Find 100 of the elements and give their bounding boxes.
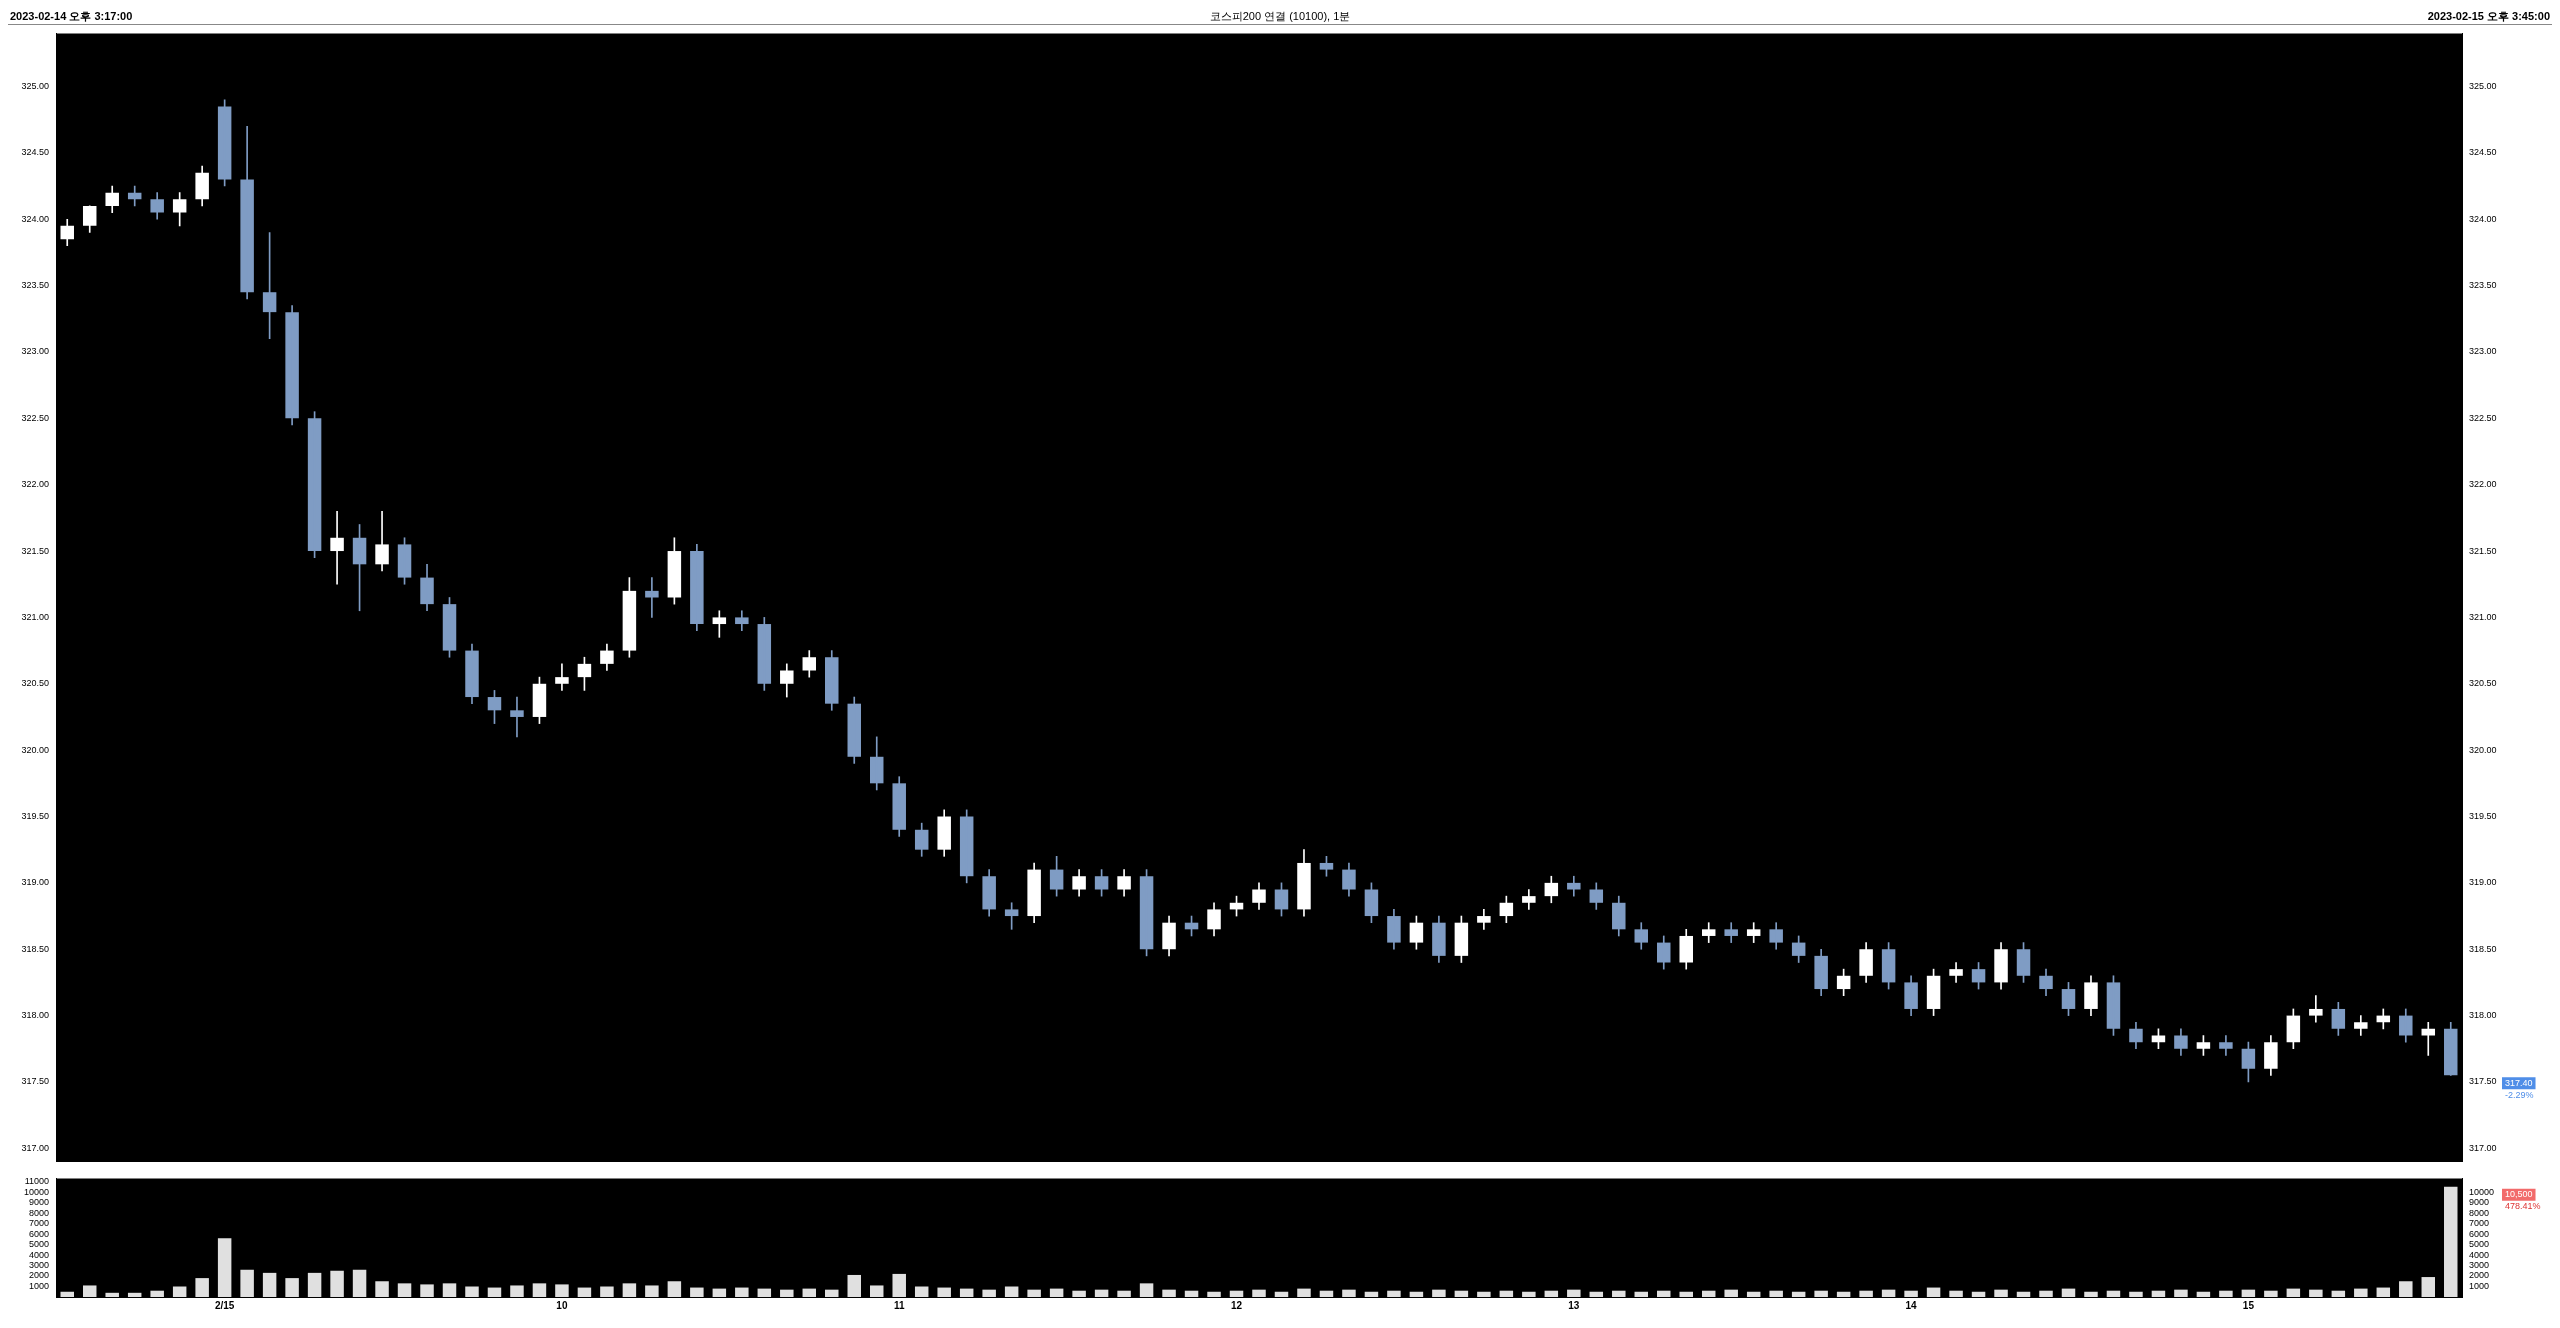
candlestick <box>1522 889 1536 910</box>
candlestick <box>2219 1035 2233 1056</box>
y-tick-label: 317.50 <box>21 1076 49 1087</box>
bar <box>1971 1291 1986 1297</box>
y-tick-label: 322.00 <box>21 479 49 490</box>
bar <box>532 1283 547 1297</box>
candlestick <box>1904 975 1918 1016</box>
text: 2023-02-14 오후 3:17:00 <box>10 9 133 24</box>
candlestick <box>1769 922 1783 950</box>
y-tick-label: 5000 <box>28 1239 49 1250</box>
bar <box>1342 1289 1356 1297</box>
bar <box>1117 1290 1131 1297</box>
bar <box>1567 1289 1581 1297</box>
bar <box>2309 1289 2323 1297</box>
bar <box>1049 1288 1064 1297</box>
bar <box>240 1269 254 1297</box>
bar <box>1746 1291 1761 1297</box>
y2-tick-label: 319.00 <box>2469 877 2497 888</box>
candlestick <box>1724 922 1738 943</box>
y-tick-label: 9000 <box>28 1197 49 1208</box>
bar <box>330 1270 344 1297</box>
bar <box>2421 1277 2436 1297</box>
x-tick-label: 10 <box>556 1299 568 1311</box>
bar <box>1589 1291 1604 1297</box>
bar <box>1499 1290 1514 1297</box>
y-tick-label: 6000 <box>28 1228 49 1239</box>
bar <box>2399 1281 2413 1297</box>
y-tick-label: 11000 <box>24 1176 49 1187</box>
y-tick-label: 324.00 <box>21 213 49 224</box>
y2-tick-label: 321.00 <box>2469 611 2497 622</box>
y2-tick-label: 323.00 <box>2469 346 2497 357</box>
bar <box>1162 1289 1176 1297</box>
y2-tick-label: 6000 <box>2469 1228 2490 1239</box>
bar <box>82 1285 97 1297</box>
y-tick-label: 317.00 <box>21 1142 49 1153</box>
bar <box>1139 1283 1154 1297</box>
bar <box>352 1269 367 1297</box>
bar <box>1657 1290 1671 1297</box>
bar <box>1454 1290 1469 1297</box>
candlestick <box>555 663 569 691</box>
y2-tick-label: 320.50 <box>2469 678 2497 689</box>
y-tick-label: 321.00 <box>21 611 49 622</box>
y-tick-label: 324.50 <box>21 147 49 158</box>
bar <box>1769 1290 1783 1297</box>
candlestick <box>735 610 749 632</box>
bar <box>127 1292 142 1297</box>
bar <box>1949 1290 1963 1297</box>
bar <box>1297 1288 1311 1297</box>
text: 2023-02-15 오후 3:45:00 <box>2427 9 2550 24</box>
bar <box>2084 1291 2098 1297</box>
y-tick-label: 319.00 <box>21 877 49 888</box>
y2-tick-label: 1000 <box>2469 1280 2490 1291</box>
candlestick <box>1387 909 1401 950</box>
bar <box>2174 1289 2188 1297</box>
bar <box>2196 1291 2211 1297</box>
bar <box>1612 1290 1626 1297</box>
y-tick-label: 8000 <box>28 1207 49 1218</box>
bar <box>1004 1286 1019 1297</box>
chart-title: 코스피200 연결 (10100), 1분 <box>1209 10 1351 22</box>
bar <box>982 1289 996 1297</box>
text: 10,500 <box>2505 1189 2533 1200</box>
candlestick <box>150 192 164 220</box>
bar <box>2331 1290 2346 1297</box>
bar <box>2286 1288 2301 1297</box>
y2-tick-label: 10000 <box>2469 1186 2495 1197</box>
y2-tick-label: 2000 <box>2469 1270 2490 1281</box>
bar <box>959 1288 974 1297</box>
candlestick <box>1679 928 1693 970</box>
bar <box>914 1286 929 1297</box>
bar <box>1027 1289 1041 1297</box>
bar <box>1184 1290 1199 1297</box>
y2-tick-label: 4000 <box>2469 1249 2490 1260</box>
bar <box>2016 1291 2031 1297</box>
bar <box>780 1289 794 1297</box>
bar <box>869 1285 884 1297</box>
candlestick <box>1949 962 1963 983</box>
bar <box>1094 1289 1109 1297</box>
bar <box>892 1273 906 1297</box>
candlestick <box>2309 995 2323 1023</box>
bar <box>937 1287 951 1297</box>
bar <box>2061 1288 2076 1297</box>
bar <box>1274 1291 1289 1297</box>
bar <box>1859 1290 1873 1297</box>
y2-tick-label: 325.00 <box>2469 80 2497 91</box>
bar <box>847 1274 861 1297</box>
y2-tick-label: 3000 <box>2469 1260 2490 1270</box>
bar <box>1252 1289 1266 1297</box>
bar <box>1994 1289 2008 1297</box>
y2-tick-label: 324.00 <box>2469 213 2497 224</box>
bar <box>285 1278 299 1297</box>
candlestick <box>2354 1015 2368 1036</box>
bar <box>1409 1291 1424 1297</box>
y2-tick-label: 9000 <box>2469 1197 2490 1208</box>
y-tick-label: 323.50 <box>21 280 49 291</box>
y2-tick-label: 321.50 <box>2469 545 2497 556</box>
x-tick-label: 15 <box>2242 1299 2255 1311</box>
bar <box>690 1287 704 1297</box>
y-tick-label: 7000 <box>28 1218 49 1229</box>
y-tick-label: 4000 <box>28 1249 49 1260</box>
y-tick-label: 322.50 <box>21 412 49 423</box>
